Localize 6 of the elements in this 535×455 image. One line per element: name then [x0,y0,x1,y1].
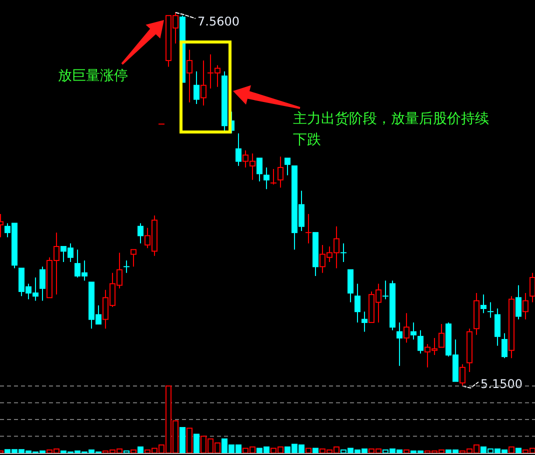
annotation: 5.1500 [480,377,522,391]
annotation: 主力出货阶段，放量后股价持续下跌 [293,111,489,148]
annotation: 放巨量涨停 [58,68,128,84]
annotation: 主力出货阶段，放量后股价持续下跌 [233,85,489,148]
annotation: 放巨量涨停 [58,20,164,84]
annotation: 7.5600 [198,14,240,28]
